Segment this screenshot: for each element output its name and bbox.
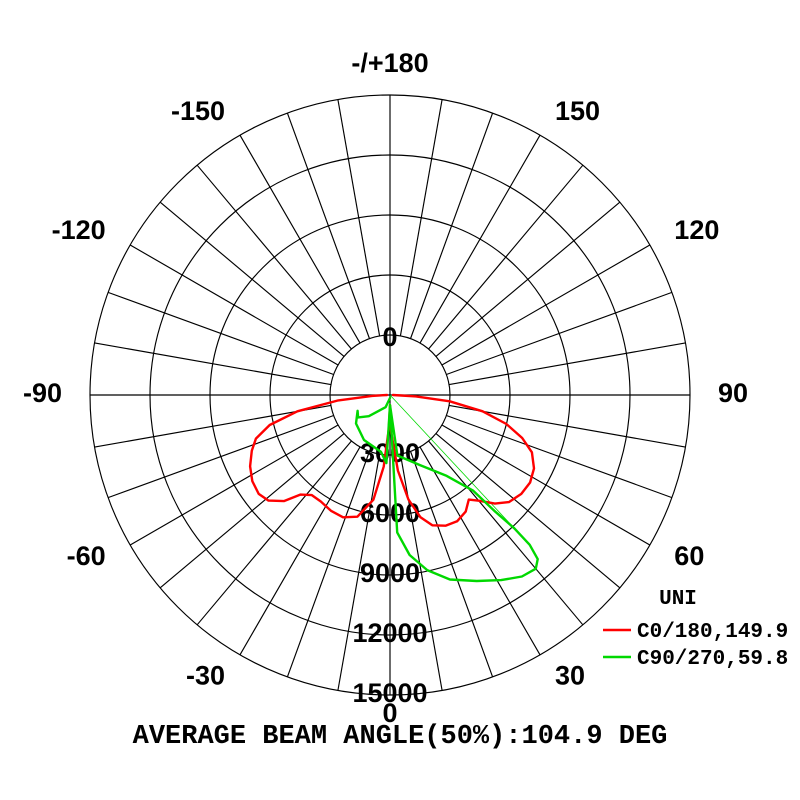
svg-text:C90/270,59.8: C90/270,59.8 (637, 648, 788, 671)
svg-text:-90: -90 (23, 378, 62, 408)
svg-text:150: 150 (555, 96, 600, 126)
svg-text:-150: -150 (171, 96, 225, 126)
svg-text:UNI: UNI (659, 588, 697, 611)
svg-text:90: 90 (718, 378, 748, 408)
svg-text:12000: 12000 (352, 618, 427, 648)
svg-text:-30: -30 (186, 660, 225, 690)
svg-text:0: 0 (382, 322, 397, 352)
svg-text:-/+180: -/+180 (351, 48, 428, 78)
svg-text:C0/180,149.9: C0/180,149.9 (637, 621, 788, 644)
svg-text:60: 60 (674, 541, 704, 571)
svg-text:-60: -60 (67, 541, 106, 571)
svg-text:120: 120 (674, 215, 719, 245)
svg-text:9000: 9000 (360, 558, 420, 588)
svg-text:-120: -120 (52, 215, 106, 245)
svg-text:AVERAGE BEAM ANGLE(50%):104.9: AVERAGE BEAM ANGLE(50%):104.9 DEG (133, 722, 668, 752)
svg-text:30: 30 (555, 660, 585, 690)
